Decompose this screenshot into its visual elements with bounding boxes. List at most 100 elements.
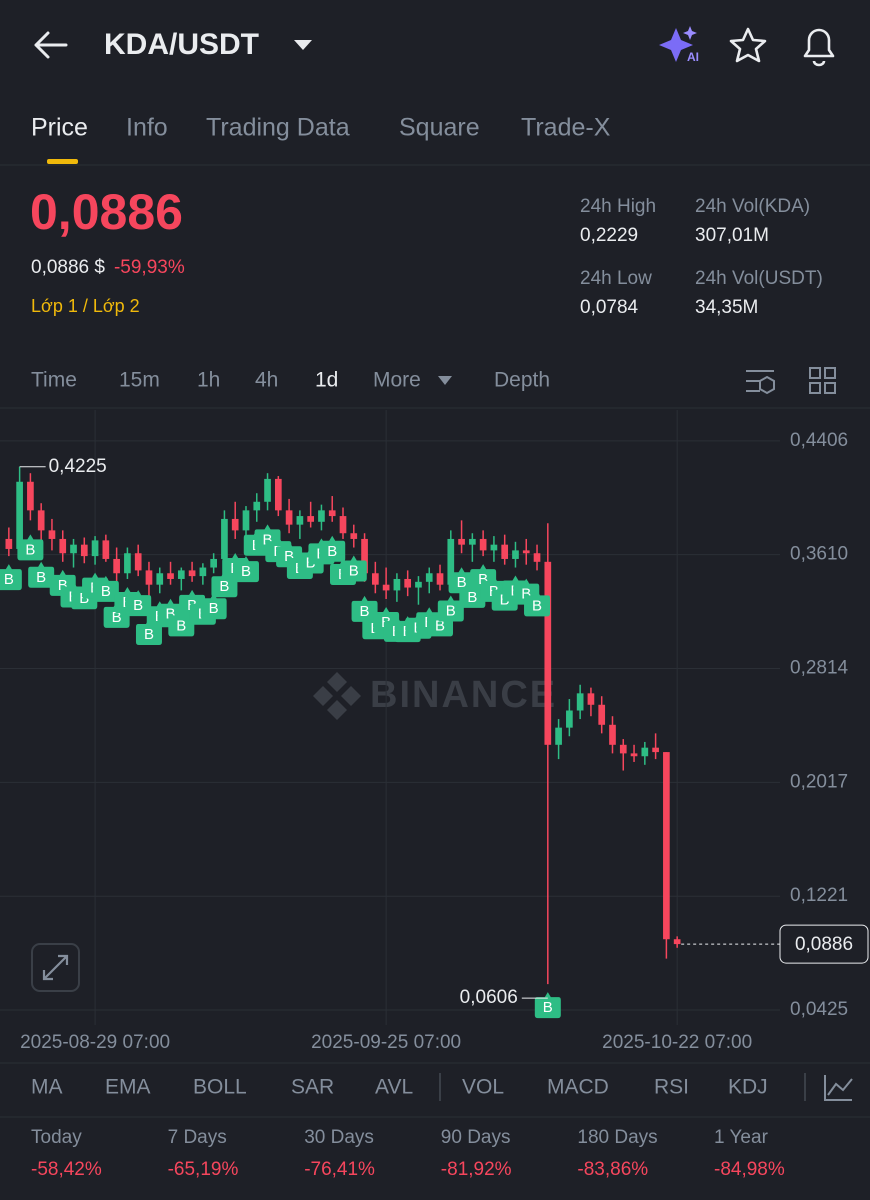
candle-body (663, 752, 670, 940)
ai-button[interactable]: AI (659, 26, 699, 64)
indicator-tab[interactable]: BOLL (193, 1076, 247, 1099)
candle-body (48, 530, 56, 539)
performance-value: -65,19% (168, 1159, 239, 1180)
favorite-button[interactable] (729, 27, 767, 63)
indicator-tab[interactable]: SAR (291, 1076, 334, 1099)
candle-body (587, 693, 595, 705)
candle-body (458, 538, 465, 545)
interval-tab[interactable]: 1d (315, 369, 338, 392)
back-button[interactable] (34, 31, 68, 59)
candle-body (533, 553, 541, 562)
candle-body (555, 727, 562, 745)
indicator-tab[interactable]: VOL (462, 1076, 504, 1099)
buy-marker: B (0, 564, 22, 591)
candle-body (318, 510, 325, 522)
stat-label: 24h Low (580, 268, 652, 289)
y-tick-label: 0,2814 (790, 657, 849, 678)
indicator-tab[interactable]: RSI (654, 1076, 689, 1099)
candle-body (156, 573, 164, 585)
candle-body (350, 533, 358, 539)
buy-marker-label: B (521, 586, 531, 603)
indicator-tab[interactable]: MA (31, 1076, 63, 1099)
indicator-settings-button[interactable] (824, 1075, 853, 1101)
buy-marker-label: B (349, 562, 359, 579)
indicator-tab[interactable]: AVL (375, 1076, 413, 1099)
buy-marker-label: B (58, 577, 68, 594)
buy-marker-label: B (79, 590, 89, 607)
y-tick-label: 0,2017 (790, 771, 848, 792)
candle-body (59, 538, 67, 554)
buy-marker-label: B (457, 574, 467, 591)
last-price: 0,0886 (30, 184, 183, 240)
candle-body (609, 724, 616, 745)
candle-body (479, 538, 487, 551)
indicator-tab[interactable]: EMA (105, 1076, 151, 1099)
low-annotation: 0,0606 (460, 987, 518, 1008)
buy-marker-label: B (478, 571, 488, 588)
tab[interactable]: Info (126, 114, 168, 142)
pair-title[interactable]: KDA/USDT (104, 28, 259, 61)
candle-body (673, 939, 681, 945)
candle-body (285, 510, 293, 525)
tab[interactable]: Trade-X (521, 114, 611, 142)
interval-tab[interactable]: More (373, 369, 421, 392)
pair-dropdown[interactable] (294, 40, 312, 50)
active-tab-indicator (47, 159, 78, 164)
indicator-tab[interactable]: MACD (547, 1076, 609, 1099)
candle-body (522, 550, 530, 554)
buy-marker-badge (0, 564, 22, 591)
performance-value: -83,86% (577, 1159, 648, 1180)
interval-tab[interactable]: Depth (494, 369, 550, 392)
buy-marker-badge (200, 593, 227, 620)
interval-tab[interactable]: 4h (255, 369, 278, 392)
layer-tag[interactable]: Lớp 1 / Lớp 2 (31, 296, 140, 316)
buy-marker-label: B (219, 578, 229, 595)
buy-marker-badge (232, 556, 259, 583)
buy-marker-label: B (209, 600, 219, 617)
buy-marker-badge (437, 595, 464, 622)
fullscreen-button[interactable] (31, 943, 80, 992)
buy-marker-label: B (543, 999, 553, 1016)
tab[interactable]: Trading Data (206, 114, 350, 142)
chart-settings-button[interactable] (746, 370, 775, 395)
buy-marker: B (232, 556, 259, 583)
candle-body (436, 573, 444, 585)
candle-body (404, 578, 412, 588)
candle-body (177, 570, 185, 579)
performance-label: 30 Days (304, 1127, 374, 1148)
buy-marker-label: B (144, 626, 154, 643)
candle-body (652, 747, 659, 753)
buy-marker: B (200, 593, 227, 620)
candle-body (70, 544, 77, 554)
watermark: BINANCE (370, 674, 557, 716)
buy-marker: B (125, 590, 152, 617)
performance-label: 1 Year (714, 1127, 769, 1148)
buy-marker: B (437, 595, 464, 622)
stat-value: 307,01M (695, 225, 769, 246)
candle-body (113, 558, 120, 574)
buy-marker: B (28, 561, 55, 588)
candle-body (274, 478, 282, 511)
candle-body (576, 693, 584, 711)
candle-body (145, 570, 153, 585)
candle-body (598, 704, 606, 725)
performance-label: Today (31, 1127, 82, 1148)
interval-tab[interactable]: Time (31, 369, 77, 392)
buy-marker: B (340, 555, 367, 582)
candle-body (393, 578, 401, 591)
ai-badge: AI (687, 50, 699, 64)
candle-body (231, 518, 239, 531)
tab[interactable]: Square (399, 114, 480, 142)
layout-button[interactable] (809, 367, 836, 394)
interval-tab[interactable]: 1h (197, 369, 220, 392)
interval-tab[interactable]: 15m (119, 369, 160, 392)
tab[interactable]: Price (31, 114, 88, 142)
indicator-tab[interactable]: KDJ (728, 1076, 768, 1099)
stat-value: 0,0784 (580, 297, 639, 318)
notification-button[interactable] (803, 28, 835, 67)
buy-marker-badge (125, 590, 152, 617)
buy-marker-label: B (25, 541, 35, 558)
candle-body (242, 510, 250, 531)
x-tick-label: 2025-08-29 07:00 (20, 1032, 170, 1053)
